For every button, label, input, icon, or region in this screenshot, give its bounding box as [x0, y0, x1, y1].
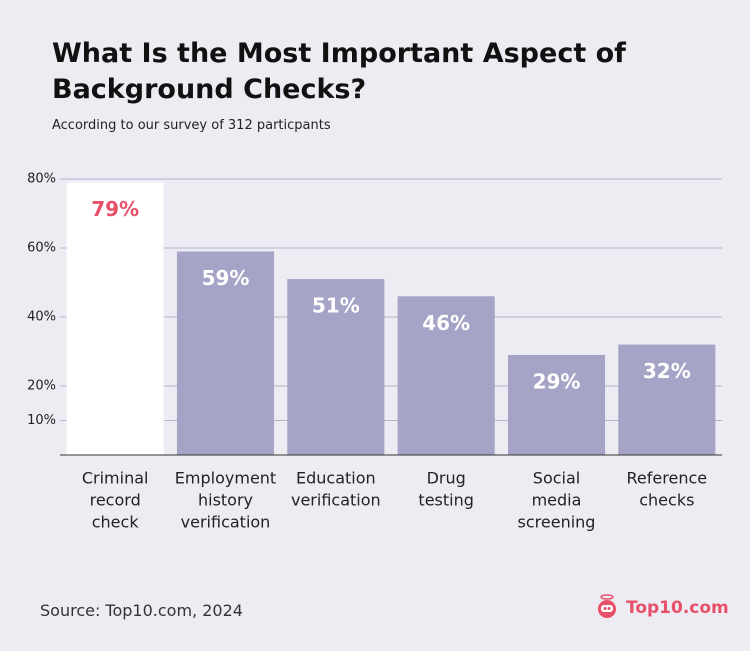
x-tick-label: check — [92, 513, 140, 532]
y-tick-label: 60% — [27, 241, 56, 256]
value-label: 79% — [91, 197, 139, 221]
value-label: 29% — [533, 369, 581, 393]
x-tick-label: checks — [639, 491, 694, 510]
x-tick-label: verification — [291, 491, 381, 510]
chart-title: What Is the Most Important Aspect of Bac… — [52, 38, 626, 105]
x-tick-label: Education — [296, 469, 376, 488]
x-tick-label: Employment — [175, 469, 276, 488]
x-tick-label: Reference — [627, 469, 708, 488]
value-label: 46% — [422, 311, 470, 335]
x-tick-label: Drug — [427, 469, 466, 488]
chart-subtitle: According to our survey of 312 particpan… — [52, 118, 331, 133]
x-tick-label: media — [532, 491, 582, 510]
bar — [287, 279, 385, 455]
bar — [507, 354, 606, 455]
brand-logo: Top10.com — [626, 598, 729, 618]
y-tick-label: 40% — [27, 310, 56, 325]
x-tick-label: verification — [181, 513, 271, 532]
x-tick-label: Criminal — [82, 469, 149, 488]
bar — [176, 251, 275, 455]
bar — [66, 182, 164, 455]
value-label: 59% — [202, 266, 250, 290]
y-tick-label: 10% — [27, 413, 56, 428]
value-label: 32% — [643, 359, 691, 383]
x-tick-label: screening — [518, 513, 596, 532]
bar — [397, 296, 495, 455]
y-tick-label: 20% — [27, 379, 56, 394]
x-tick-label: record — [90, 491, 141, 510]
x-tick-label: history — [198, 491, 253, 510]
y-tick-label: 80% — [27, 172, 56, 187]
x-tick-label: Social — [533, 469, 580, 488]
source-note: Source: Top10.com, 2024 — [40, 601, 243, 620]
bar — [618, 344, 716, 455]
brand-icon — [598, 594, 616, 618]
value-label: 51% — [312, 294, 360, 318]
x-tick-label: testing — [418, 491, 473, 510]
